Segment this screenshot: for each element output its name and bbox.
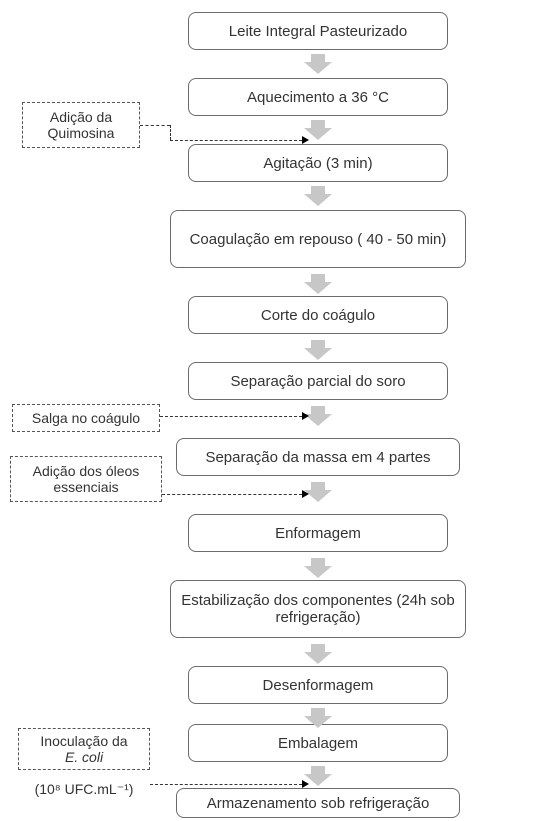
- down-arrow-head: [304, 348, 332, 360]
- side-label-5: (10⁸ UFC.mL⁻¹): [18, 776, 150, 802]
- down-arrow-tail: [311, 406, 325, 414]
- side-label-line1: Adição da: [50, 109, 112, 125]
- flow-node-label: Separação parcial do soro: [230, 373, 405, 390]
- flow-node-label: Aquecimento a 36 °C: [247, 89, 389, 106]
- side-label-line2: E. coli: [65, 749, 103, 765]
- flow-node-label: Leite Integral Pasteurizado: [229, 23, 407, 40]
- dash-arrowhead: [302, 490, 309, 498]
- down-arrow-head: [304, 282, 332, 294]
- down-arrow-tail: [311, 482, 325, 490]
- down-arrow-tail: [311, 558, 325, 566]
- flow-node-11: Embalagem: [188, 724, 448, 762]
- down-arrow-head: [304, 194, 332, 206]
- flow-node-label: Separação da massa em 4 partes: [205, 449, 430, 466]
- flow-node-4: Coagulação em repouso ( 40 - 50 min): [170, 210, 466, 268]
- down-arrow-tail: [311, 340, 325, 348]
- down-arrow-tail: [311, 274, 325, 282]
- flow-node-10: Desenformagem: [188, 666, 448, 704]
- side-label-3: Adição dos óleosessenciais: [10, 456, 162, 502]
- side-label-2: Salga no coágulo: [12, 404, 160, 432]
- flow-node-5: Corte do coágulo: [188, 296, 448, 334]
- flow-node-label: Agitação (3 min): [263, 155, 372, 172]
- flow-node-1: Leite Integral Pasteurizado: [188, 12, 448, 50]
- flow-node-8: Enformagem: [188, 514, 448, 552]
- flowchart: Leite Integral Pasteurizado Aquecimento a…: [0, 0, 541, 821]
- dash-connector-v: [170, 125, 171, 140]
- side-label-line2: Quimosina: [48, 125, 115, 141]
- down-arrow-tail: [311, 54, 325, 62]
- down-arrow-tail: [311, 120, 325, 128]
- side-label-line1: Adição dos óleos: [33, 463, 140, 479]
- dash-arrowhead: [302, 136, 309, 144]
- dash-connector: [162, 494, 302, 495]
- dash-connector: [170, 140, 302, 141]
- side-label-line1: Salga no coágulo: [32, 410, 140, 426]
- dash-connector: [150, 784, 302, 785]
- down-arrow-head: [304, 566, 332, 578]
- flow-node-7: Separação da massa em 4 partes: [176, 438, 460, 476]
- flow-node-6: Separação parcial do soro: [188, 362, 448, 400]
- flow-node-3: Agitação (3 min): [188, 144, 448, 182]
- dash-arrowhead: [302, 780, 309, 788]
- down-arrow-tail: [311, 186, 325, 194]
- flow-node-label: Armazenamento sob refrigeração: [207, 795, 430, 812]
- flow-node-label: Embalagem: [278, 735, 358, 752]
- side-label-line1: Inoculação da: [40, 733, 127, 749]
- side-label-1: Adição daQuimosina: [22, 102, 140, 148]
- dash-connector: [140, 125, 170, 126]
- flow-node-label: Enformagem: [275, 525, 361, 542]
- flow-node-label: Desenformagem: [263, 677, 374, 694]
- side-label-line2: essenciais: [53, 479, 118, 495]
- down-arrow-head: [304, 716, 332, 728]
- flow-node-label: Corte do coágulo: [261, 307, 375, 324]
- down-arrow-head: [304, 652, 332, 664]
- side-label-4: Inoculação daE. coli: [18, 728, 150, 770]
- down-arrow-tail: [311, 766, 325, 774]
- down-arrow-tail: [311, 644, 325, 652]
- side-label-line1: (10⁸ UFC.mL⁻¹): [35, 781, 134, 798]
- flow-node-9: Estabilização dos componentes (24h sob r…: [170, 580, 466, 638]
- dash-arrowhead: [302, 412, 309, 420]
- down-arrow-tail: [311, 708, 325, 716]
- flow-node-12: Armazenamento sob refrigeração: [176, 788, 460, 818]
- flow-node-2: Aquecimento a 36 °C: [188, 78, 448, 116]
- flow-node-label: Coagulação em repouso ( 40 - 50 min): [190, 231, 447, 248]
- down-arrow-head: [304, 62, 332, 74]
- dash-connector: [160, 416, 302, 417]
- flow-node-label: Estabilização dos componentes (24h sob r…: [179, 592, 457, 626]
